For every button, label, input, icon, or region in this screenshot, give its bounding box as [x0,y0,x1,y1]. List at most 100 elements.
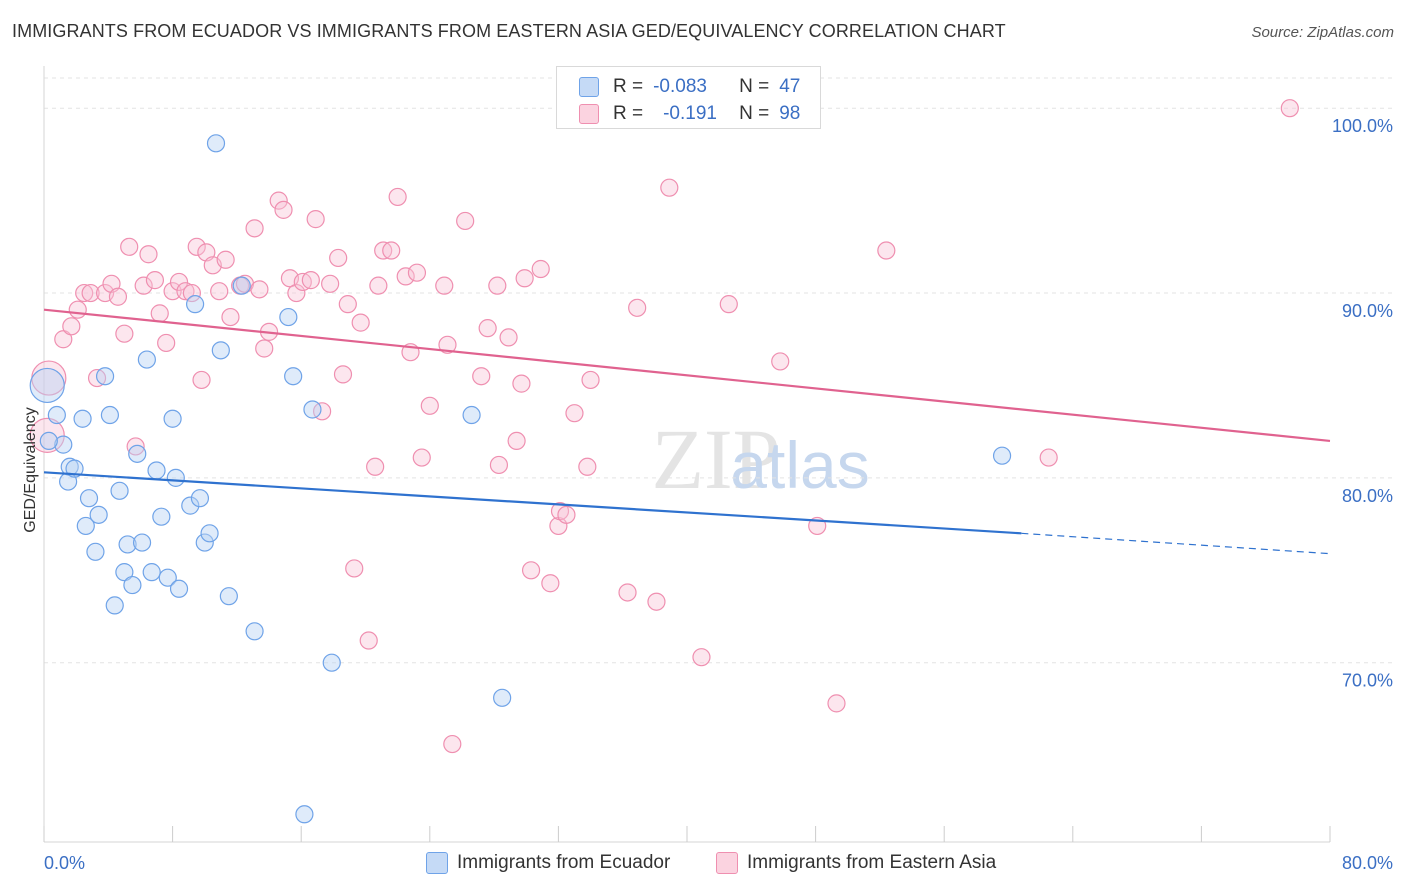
data-point-eastern-asia [443,734,462,754]
data-point-eastern-asia [581,370,600,390]
stats-n-label: N = [739,76,770,97]
data-point-ecuador [105,596,124,615]
data-point-eastern-asia [388,187,407,207]
data-point-eastern-asia [321,274,340,293]
stats-row-eastern-asia: R = -0.191 N = 98 [579,101,800,127]
legend-item-eastern-asia[interactable]: Immigrants from Eastern Asia [716,852,996,874]
data-point-eastern-asia [719,295,738,314]
stats-r-value: -0.191 [663,103,717,124]
data-point-eastern-asia [157,333,176,353]
data-point-eastern-asia [150,304,169,323]
stats-swatch-eastern-asia [579,104,599,124]
y-tick-label: 90.0% [1342,301,1393,321]
data-point-ecuador [190,489,210,508]
stats-box: R = -0.083 N = 47 R = -0.191 N = 98 [556,66,821,129]
data-point-ecuador [284,367,303,386]
data-point-eastern-asia [192,370,211,390]
data-point-eastern-asia [108,287,128,306]
data-point-eastern-asia [126,437,145,456]
data-point-ecuador [73,409,92,428]
data-point-ecuador [303,400,322,419]
data-point-eastern-asia [81,283,100,303]
data-point-eastern-asia [827,694,846,713]
data-point-eastern-asia [245,219,264,238]
data-point-eastern-asia [507,431,526,451]
data-point-ecuador [219,587,238,606]
stats-n-label: N = [739,103,770,124]
watermark-atlas: atlas [730,428,869,502]
data-point-ecuador [158,568,177,587]
trend-line-eastern-asia [43,308,1331,443]
data-point-eastern-asia [557,505,576,524]
chart-legend: Immigrants from Ecuador Immigrants from … [0,850,1406,880]
data-point-eastern-asia [169,272,189,292]
data-point-ecuador [110,481,129,500]
data-point-ecuador [147,461,166,480]
data-point-eastern-asia [771,352,790,371]
data-point-eastern-asia [134,276,153,295]
data-point-eastern-asia [877,241,896,260]
y-tick-label: 70.0% [1342,671,1393,691]
data-point-eastern-asia [120,237,139,256]
data-point-eastern-asia [369,276,388,295]
data-point-eastern-asia [176,282,195,301]
data-point-eastern-asia [565,404,584,423]
data-point-eastern-asia [221,307,240,327]
data-point-ecuador [118,535,137,554]
chart-title: IMMIGRANTS FROM ECUADOR VS IMMIGRANTS FR… [12,21,1006,41]
data-point-ecuador [493,688,512,707]
data-point-eastern-asia [68,300,87,319]
watermark-zip: ZIP [652,411,781,507]
data-point-eastern-asia [115,324,134,343]
data-point-ecuador [132,533,152,552]
stats-r-label: R = [613,103,644,124]
data-point-eastern-asia [628,298,647,317]
stats-r-label: R = [613,76,644,97]
data-point-eastern-asia [488,276,507,295]
x-tick-min: 0.0% [44,853,85,873]
legend-label-eastern-asia: Immigrants from Eastern Asia [747,852,997,873]
data-point-eastern-asia [338,295,357,314]
data-point-ecuador [295,805,314,824]
data-point-ecuador [322,653,341,672]
data-point-ecuador [137,350,156,369]
data-point-eastern-asia [187,237,206,256]
data-point-eastern-asia [1280,99,1299,118]
stats-n-value: 47 [779,76,801,97]
data-point-eastern-asia [351,313,370,332]
data-point-ecuador [992,446,1012,465]
data-point-eastern-asia [438,335,457,354]
data-point-eastern-asia [139,245,158,264]
data-point-eastern-asia [478,319,497,338]
data-point-ecuador [123,575,142,595]
legend-item-ecuador[interactable]: Immigrants from Ecuador [426,852,670,874]
data-point-ecuador [200,524,219,543]
data-point-eastern-asia [301,271,320,290]
data-point-eastern-asia [512,374,531,393]
data-point-ecuador [100,405,120,425]
data-point-eastern-asia [345,559,364,578]
data-point-ecuador [166,468,185,487]
data-point-eastern-asia [515,269,534,288]
data-point-eastern-asia [75,283,94,303]
y-tick-label: 80.0% [1342,486,1393,506]
grid-lines [44,77,1393,664]
data-point-ecuador [39,431,58,451]
data-point-ecuador [245,622,264,641]
data-point-eastern-asia [54,330,73,349]
stats-n-value: 98 [779,103,801,124]
stats-r-value: -0.083 [653,76,707,97]
data-point-ecuador [232,276,251,295]
data-point-eastern-asia [255,339,274,358]
data-point-ecuador [279,307,298,327]
data-point-ecuador [29,367,65,404]
y-axis-label: GED/Equivalency [22,407,39,532]
data-point-ecuador [86,542,105,561]
data-point-ecuador [89,505,108,524]
data-point-ecuador [163,409,182,428]
data-point-eastern-asia [435,276,454,295]
data-point-ecuador [152,507,171,526]
data-point-ecuador [95,367,115,386]
data-point-eastern-asia [521,561,541,580]
data-point-ecuador [115,563,134,582]
